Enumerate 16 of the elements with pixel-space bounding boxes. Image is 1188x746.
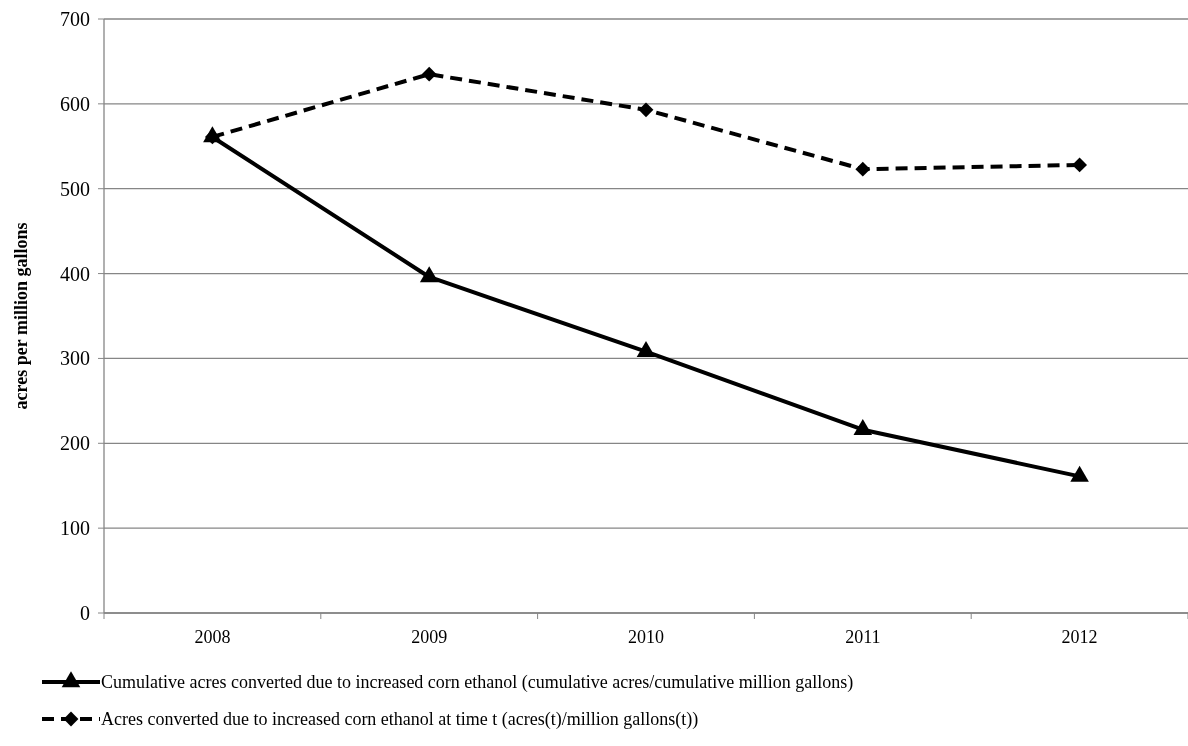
legend-label: Cumulative acres converted due to increased corn ethanol (cumulative acres/cumulative million gallons) bbox=[101, 672, 854, 694]
y-tick-label: 700 bbox=[60, 8, 90, 30]
x-tick-label: 2012 bbox=[1061, 627, 1098, 647]
legend-label: Acres converted due to increased corn ethanol at time t (acres(t)/million gallons(t)) bbox=[101, 709, 699, 731]
y-axis-title: acres per million gallons bbox=[11, 222, 31, 410]
x-tick-label: 2009 bbox=[411, 627, 448, 647]
y-tick-label: 0 bbox=[80, 602, 90, 624]
x-tick-label: 2010 bbox=[628, 627, 664, 647]
y-tick-label: 100 bbox=[60, 517, 90, 540]
x-tick-label: 2011 bbox=[845, 627, 881, 647]
x-tick-label: 2008 bbox=[194, 627, 231, 647]
y-tick-label: 600 bbox=[60, 92, 90, 115]
y-tick-label: 200 bbox=[60, 432, 90, 455]
y-tick-label: 500 bbox=[60, 177, 90, 200]
y-tick-label: 300 bbox=[60, 347, 90, 370]
y-tick-label: 400 bbox=[60, 262, 90, 285]
